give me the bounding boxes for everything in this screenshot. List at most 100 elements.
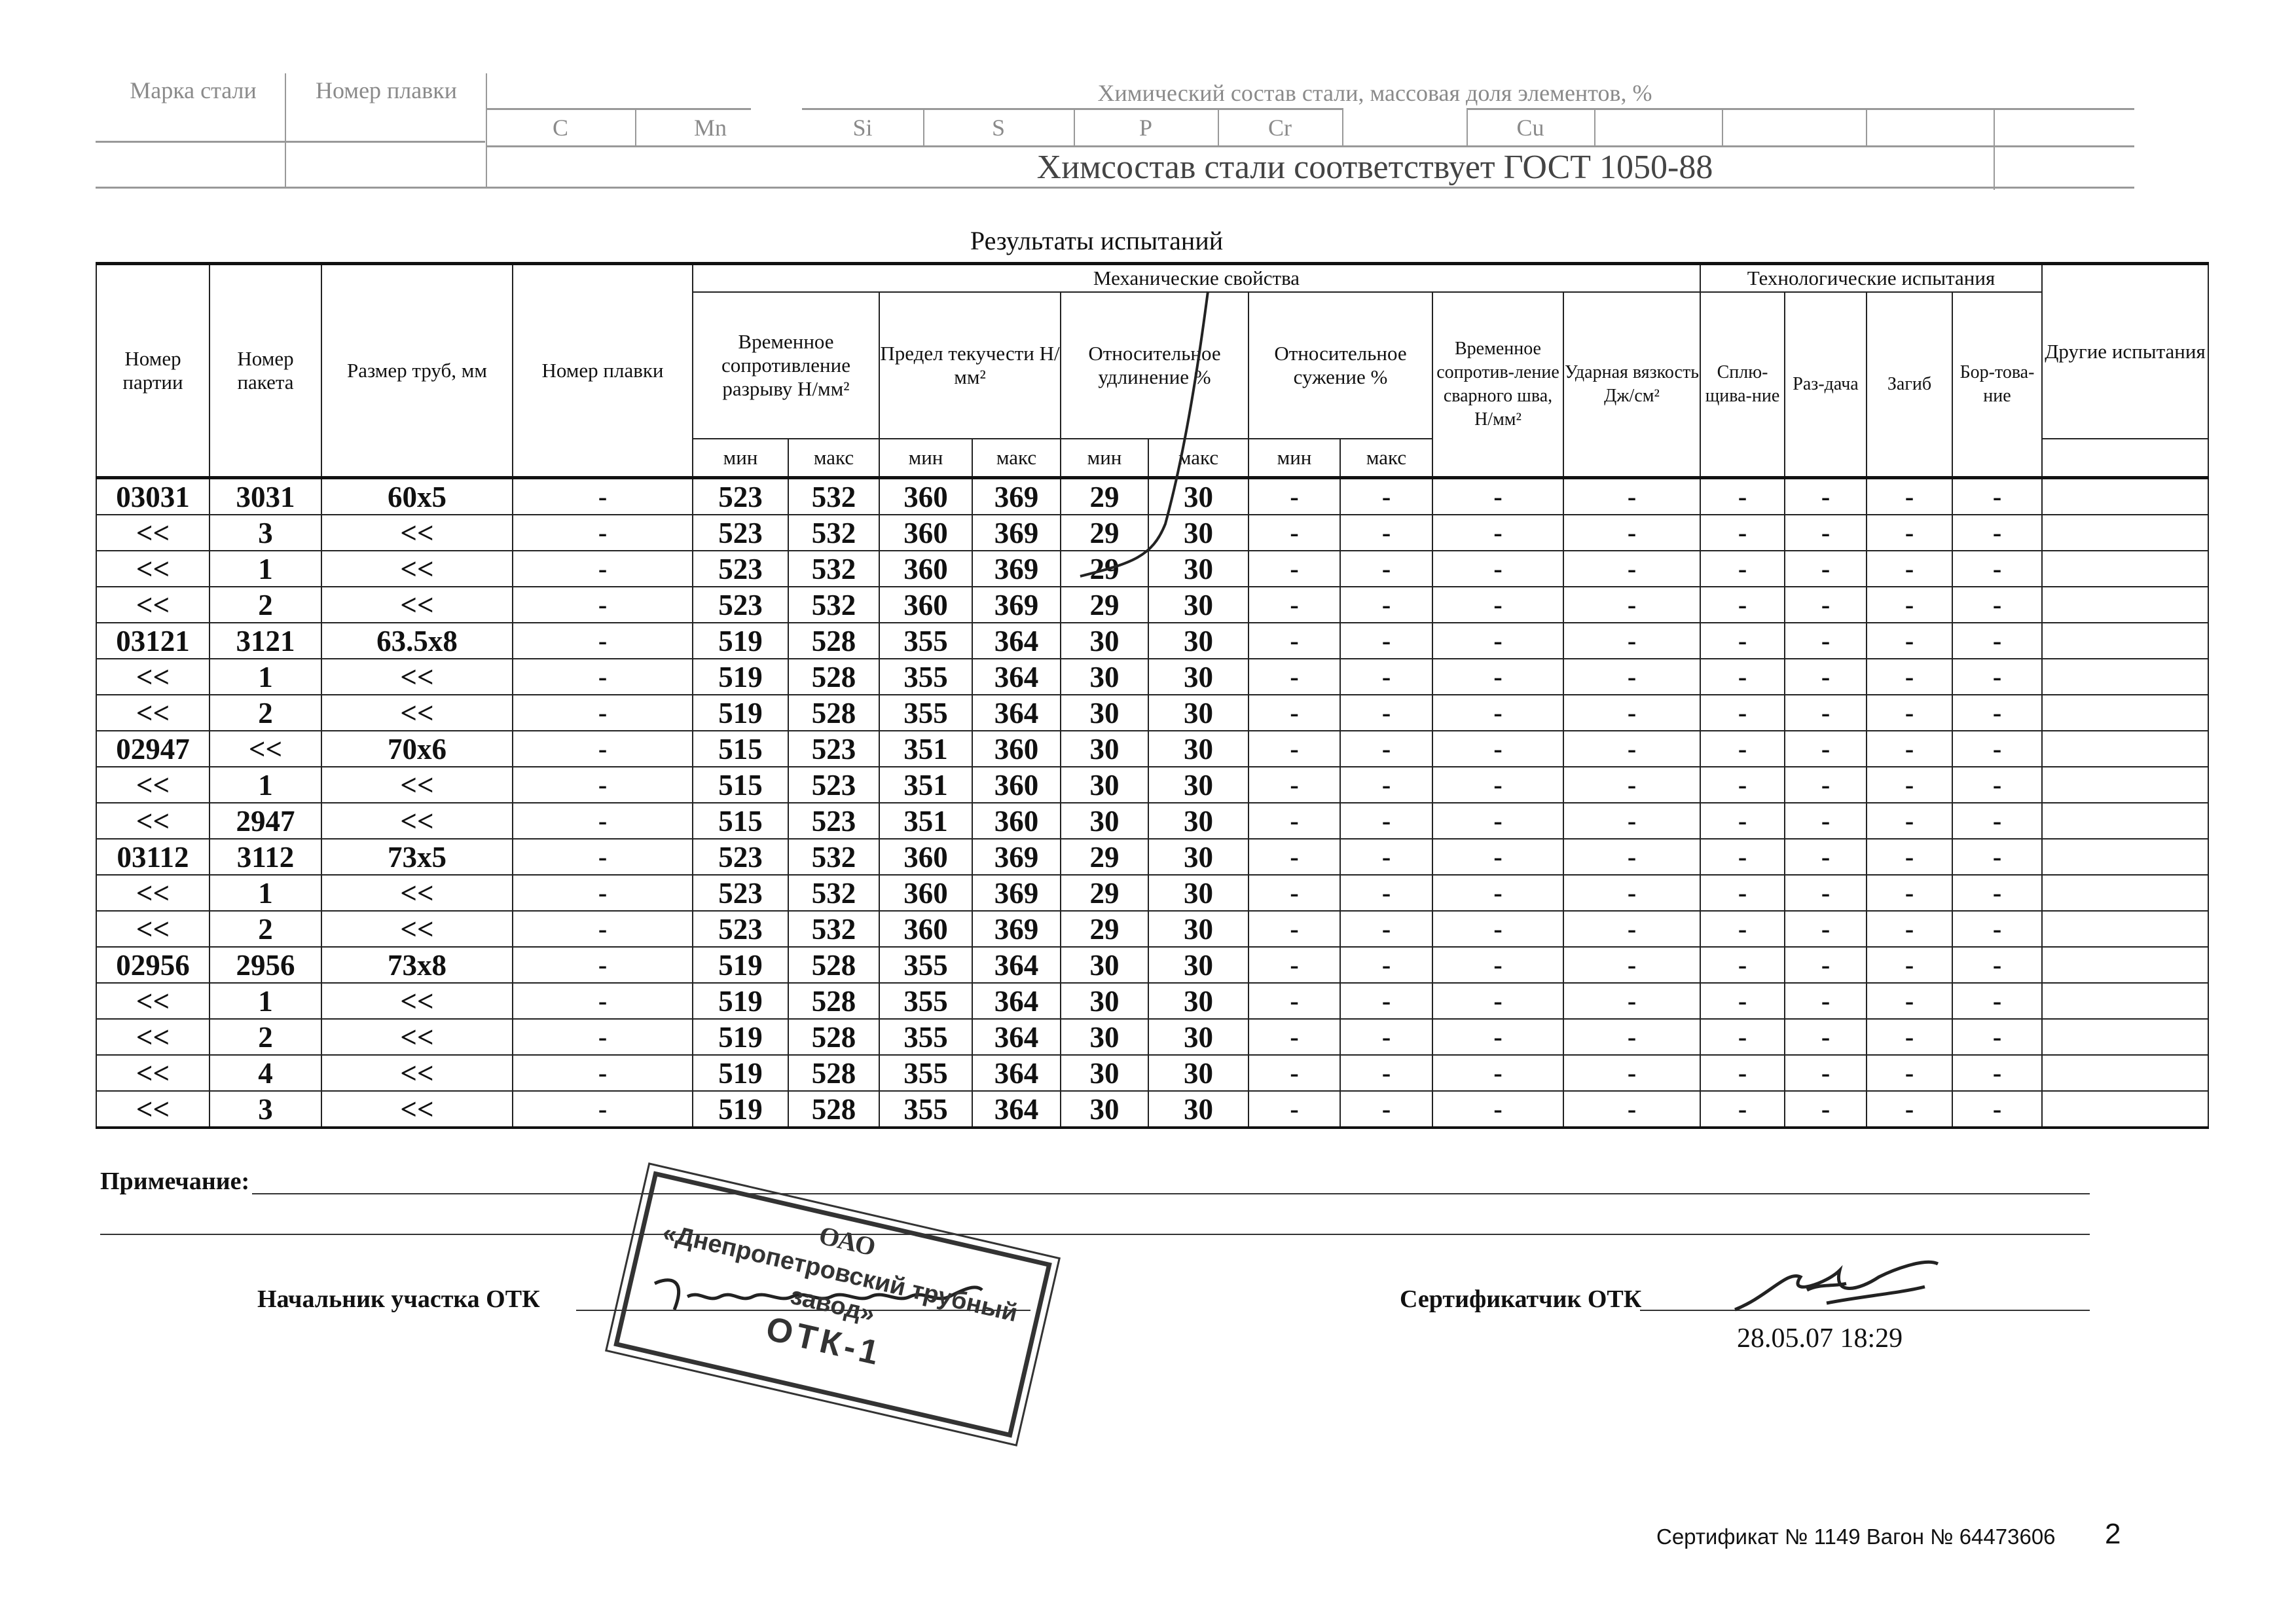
table-cell: - xyxy=(1700,477,1785,515)
table-row: << 2 << -523 532 360 369 29 30- - - - - - - - xyxy=(96,586,2209,623)
table-cell: 4 xyxy=(209,1054,322,1092)
table-cell: 30 xyxy=(1148,730,1249,767)
table-cell: - xyxy=(1563,982,1701,1020)
table-cell: 369 xyxy=(972,874,1061,912)
table-row: << 2 << -519 528 355 364 30 30- - - - - - - - xyxy=(96,1018,2209,1056)
table-cell: - xyxy=(1563,946,1701,984)
table-cell: 523 xyxy=(692,910,789,948)
table-cell: - xyxy=(1866,1018,1953,1056)
table-cell: - xyxy=(1784,946,1867,984)
table-cell: - xyxy=(1248,730,1341,767)
table-cell: 03112 xyxy=(96,838,210,876)
table-cell: 364 xyxy=(972,946,1061,984)
table-cell: 360 xyxy=(879,550,973,587)
page-number: 2 xyxy=(2105,1518,2121,1550)
table-cell: - xyxy=(1952,477,2043,515)
table-cell: - xyxy=(1784,910,1867,948)
table-cell: - xyxy=(1700,730,1785,767)
table-cell: - xyxy=(1432,1054,1564,1092)
table-cell: - xyxy=(1563,514,1701,551)
table-cell xyxy=(2041,514,2209,551)
divider xyxy=(802,108,1342,110)
table-cell: << xyxy=(321,802,513,840)
table-cell: - xyxy=(1784,802,1867,840)
table-cell: 355 xyxy=(879,982,973,1020)
table-cell: - xyxy=(1432,550,1564,587)
table-cell: - xyxy=(1952,874,2043,912)
table-cell: 30 xyxy=(1060,946,1149,984)
table-cell: 528 xyxy=(788,982,880,1020)
table-cell: - xyxy=(512,766,693,803)
divider xyxy=(1074,108,1075,145)
table-cell: - xyxy=(1866,514,1953,551)
table-cell: 30 xyxy=(1060,658,1149,695)
table-cell: 523 xyxy=(788,730,880,767)
table-cell: 30 xyxy=(1060,730,1149,767)
table-cell: - xyxy=(1952,910,2043,948)
table-cell: 30 xyxy=(1148,910,1249,948)
table-cell: << xyxy=(321,514,513,551)
table-cell: - xyxy=(1563,1090,1701,1129)
table-row: << 2947 << -515 523 351 360 30 30- - - - - - - - xyxy=(96,802,2209,840)
table-cell: 532 xyxy=(788,910,880,948)
table-cell: 360 xyxy=(879,586,973,623)
table-cell: 364 xyxy=(972,1090,1061,1129)
table-cell: - xyxy=(1248,550,1341,587)
table-cell: 519 xyxy=(692,982,789,1020)
table-cell: << xyxy=(96,982,210,1020)
table-cell: 364 xyxy=(972,622,1061,659)
table-cell: - xyxy=(1563,658,1701,695)
pen-stroke xyxy=(1080,291,1209,578)
table-cell: - xyxy=(1866,874,1953,912)
table-cell: 2 xyxy=(209,910,322,948)
divider xyxy=(1994,108,1995,190)
table-cell: - xyxy=(512,730,693,767)
table-cell: - xyxy=(1784,874,1867,912)
table-cell xyxy=(2041,946,2209,984)
table-cell: - xyxy=(1952,982,2043,1020)
table-cell: 3121 xyxy=(209,622,322,659)
note-label: Примечание: xyxy=(100,1168,250,1195)
table-cell: 30 xyxy=(1060,766,1149,803)
table-cell: - xyxy=(1866,622,1953,659)
table-cell: - xyxy=(1866,694,1953,731)
table-cell: - xyxy=(1563,586,1701,623)
table-cell: - xyxy=(1248,802,1341,840)
header-expand: Раз-дача xyxy=(1784,291,1867,479)
table-row: << 1 << -523 532 360 369 29 30- - - - - - - - xyxy=(96,874,2209,912)
table-cell: - xyxy=(1700,802,1785,840)
table-cell: 63.5x8 xyxy=(321,622,513,659)
table-cell: - xyxy=(1432,838,1564,876)
table-cell: - xyxy=(1866,838,1953,876)
table-cell: - xyxy=(1952,766,2043,803)
header-mechanical: Механические свойства xyxy=(692,262,1701,293)
table-cell: - xyxy=(1432,730,1564,767)
table-cell: 532 xyxy=(788,586,880,623)
table-cell xyxy=(2041,766,2209,803)
table-cell: 364 xyxy=(972,694,1061,731)
table-cell: 30 xyxy=(1060,694,1149,731)
table-cell: 30 xyxy=(1148,1090,1249,1129)
table-cell: - xyxy=(1339,910,1433,948)
table-cell: - xyxy=(512,802,693,840)
table-cell: 523 xyxy=(692,586,789,623)
table-cell: << xyxy=(321,766,513,803)
certifier-label: Сертификатчик ОТК xyxy=(1400,1285,1642,1313)
table-cell: 1 xyxy=(209,658,322,695)
table-cell: 528 xyxy=(788,658,880,695)
table-cell: - xyxy=(1700,838,1785,876)
table-cell: - xyxy=(1248,477,1341,515)
table-cell: 515 xyxy=(692,802,789,840)
chief-signature-line xyxy=(576,1310,1030,1311)
table-row: << 3 << -523 532 360 369 29 30- - - - - - - - xyxy=(96,514,2209,551)
table-cell: - xyxy=(512,514,693,551)
table-cell: - xyxy=(512,586,693,623)
table-cell: - xyxy=(1339,658,1433,695)
table-cell: 523 xyxy=(788,802,880,840)
table-cell xyxy=(2041,1054,2209,1092)
table-cell: - xyxy=(1339,550,1433,587)
table-cell: - xyxy=(1248,982,1341,1020)
table-cell: - xyxy=(1784,550,1867,587)
table-row: << 1 << -519 528 355 364 30 30- - - - - - - - xyxy=(96,658,2209,695)
table-cell: 29 xyxy=(1060,874,1149,912)
